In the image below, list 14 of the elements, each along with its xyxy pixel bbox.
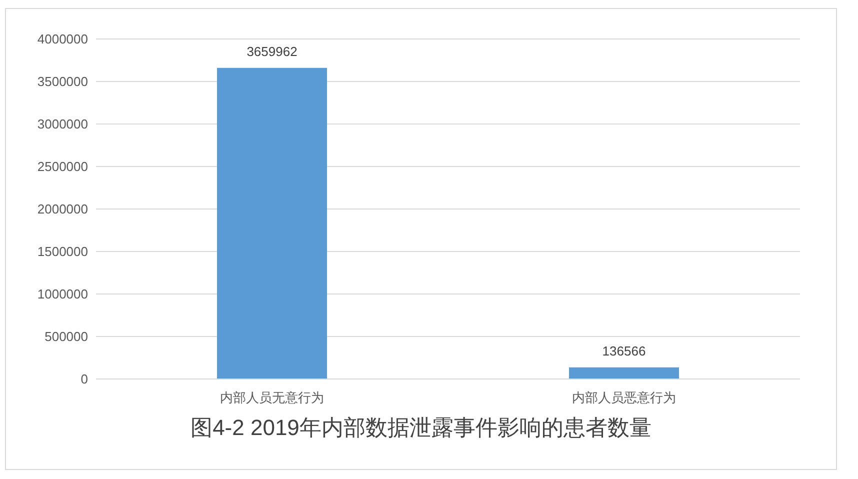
y-tick-label: 4000000: [37, 32, 88, 47]
text: 图4-2 2019年内部数据泄露事件影响的患者数量: [190, 414, 652, 442]
y-tick-label: 1500000: [37, 244, 88, 260]
y-tick-label: 3000000: [37, 116, 88, 132]
data-label: 3659962: [246, 44, 298, 59]
y-tick-label: 2000000: [37, 202, 88, 217]
data-label: 136566: [602, 343, 646, 358]
y-tick-label: 3500000: [37, 74, 88, 90]
y-tick-label: 500000: [44, 329, 88, 344]
y-tick-label: 0: [80, 372, 88, 387]
y-tick-label: 2500000: [37, 159, 88, 174]
y-tick-label: 1000000: [37, 286, 88, 302]
x-tick-label: 内部人员无意行为: [220, 390, 324, 406]
x-tick-label: 内部人员恶意行为: [572, 390, 676, 406]
